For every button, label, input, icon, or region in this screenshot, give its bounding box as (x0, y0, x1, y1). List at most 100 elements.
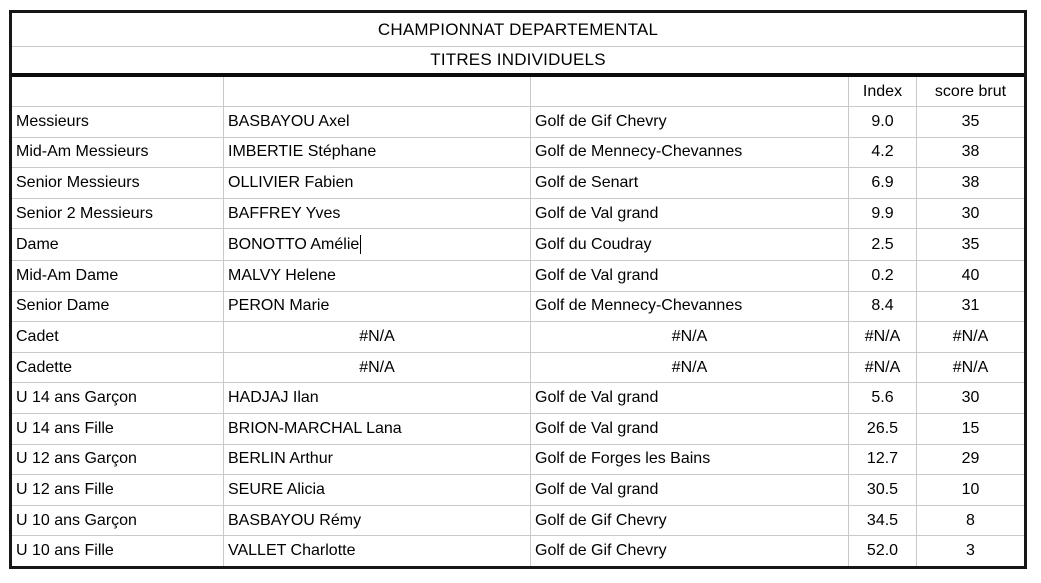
player-cell[interactable]: #N/A (224, 352, 531, 383)
table-row: Mid-Am Dame MALVY Helene Golf de Val gra… (12, 260, 1024, 292)
index-cell[interactable]: #N/A (849, 352, 917, 383)
category-cell[interactable]: Dame (12, 229, 224, 260)
score-brut-cell[interactable]: #N/A (952, 327, 989, 345)
index-cell[interactable]: 9.9 (849, 198, 917, 229)
header-cell-club[interactable] (531, 77, 849, 106)
index-cell[interactable]: 26.5 (849, 413, 917, 444)
category-cell[interactable]: Senior 2 Messieurs (12, 198, 224, 229)
player-cell[interactable]: IMBERTIE Stéphane (224, 137, 531, 168)
category-cell[interactable]: Senior Messieurs (12, 168, 224, 198)
player-cell[interactable]: SEURE Alicia (224, 475, 531, 505)
score-brut-cell[interactable]: 8 (966, 511, 975, 529)
category-cell[interactable]: U 10 ans Garçon (12, 505, 224, 536)
player-cell[interactable]: BASBAYOU Rémy (224, 505, 531, 536)
player-cell[interactable]: OLLIVIER Fabien (224, 168, 531, 198)
index-cell[interactable]: 12.7 (849, 444, 917, 475)
player-cell[interactable]: HADJAJ Ilan (224, 383, 531, 413)
index-cell[interactable]: 0.2 (849, 260, 917, 291)
category-cell[interactable]: U 12 ans Fille (12, 475, 224, 505)
club-cell[interactable]: Golf de Gif Chevry (531, 536, 849, 566)
club-cell[interactable]: Golf de Gif Chevry (531, 505, 849, 536)
score-brut-cell[interactable]: 15 (961, 419, 980, 437)
category-cell[interactable]: U 10 ans Fille (12, 536, 224, 566)
index-cell[interactable]: 52.0 (849, 536, 917, 566)
index-cell[interactable]: 2.5 (849, 229, 917, 260)
club-cell[interactable]: Golf de Val grand (531, 260, 849, 291)
table-row: U 14 ans Garçon HADJAJ Ilan Golf de Val … (12, 383, 1024, 414)
index-cell[interactable]: 30.5 (849, 475, 917, 505)
category-cell[interactable]: Cadette (12, 352, 224, 383)
club-cell[interactable]: #N/A (531, 322, 849, 352)
player-cell[interactable]: PERON Marie (224, 291, 531, 322)
table-row: U 14 ans Fille BRION-MARCHAL Lana Golf d… (12, 413, 1024, 445)
header-row: Index score brut (12, 77, 1024, 107)
club-cell[interactable]: Golf de Val grand (531, 475, 849, 505)
score-brut-cell[interactable]: 10 (961, 480, 980, 498)
category-cell[interactable]: U 14 ans Garçon (12, 383, 224, 413)
table-row: U 12 ans Garçon BERLIN Arthur Golf de Fo… (12, 444, 1024, 476)
club-cell[interactable]: Golf de Forges les Bains (531, 444, 849, 475)
player-cell[interactable]: BONOTTO Amélie (224, 229, 531, 260)
club-cell[interactable]: Golf de Val grand (531, 413, 849, 444)
title-cell-titres-individuels[interactable]: TITRES INDIVIDUELS (12, 47, 1024, 77)
table-row: Senior Dame PERON Marie Golf de Mennecy-… (12, 291, 1024, 323)
score-brut-cell[interactable]: 30 (961, 389, 980, 407)
score-brut-cell[interactable]: 38 (961, 143, 980, 161)
player-cell[interactable]: #N/A (224, 322, 531, 352)
index-cell[interactable]: 4.2 (849, 137, 917, 168)
score-brut-cell[interactable]: 3 (966, 542, 975, 560)
club-cell[interactable]: #N/A (531, 352, 849, 383)
table-row: Messieurs BASBAYOU Axel Golf de Gif Chev… (12, 107, 1024, 138)
score-brut-cell[interactable]: #N/A (952, 358, 989, 376)
score-brut-cell[interactable]: 38 (961, 173, 980, 191)
header-cell-index[interactable]: Index (849, 77, 917, 106)
score-brut-cell[interactable]: 40 (961, 266, 980, 284)
index-cell[interactable]: 5.6 (849, 383, 917, 413)
category-cell[interactable]: U 14 ans Fille (12, 413, 224, 444)
category-cell[interactable]: Cadet (12, 322, 224, 352)
table-row: U 10 ans Fille VALLET Charlotte Golf de … (12, 536, 1024, 566)
player-cell[interactable]: BASBAYOU Axel (224, 107, 531, 137)
player-cell[interactable]: BRION-MARCHAL Lana (224, 413, 531, 444)
title-cell-championnat[interactable]: CHAMPIONNAT DEPARTEMENTAL (12, 13, 1024, 47)
spreadsheet-table: CHAMPIONNAT DEPARTEMENTAL TITRES INDIVID… (9, 10, 1027, 569)
index-cell[interactable]: 8.4 (849, 291, 917, 322)
index-cell[interactable]: 34.5 (849, 505, 917, 536)
score-brut-cell[interactable]: 35 (961, 112, 980, 130)
table-row: U 12 ans Fille SEURE Alicia Golf de Val … (12, 475, 1024, 506)
category-cell[interactable]: Mid-Am Messieurs (12, 137, 224, 168)
index-cell[interactable]: 6.9 (849, 168, 917, 198)
score-brut-cell[interactable]: 29 (961, 450, 980, 468)
table-row: Cadet #N/A #N/A #N/A #N/A (12, 322, 1024, 353)
category-cell[interactable]: U 12 ans Garçon (12, 444, 224, 475)
table-row: Mid-Am Messieurs IMBERTIE Stéphane Golf … (12, 137, 1024, 169)
player-cell[interactable]: BAFFREY Yves (224, 198, 531, 229)
score-brut-cell[interactable]: 30 (961, 204, 980, 222)
club-cell[interactable]: Golf de Val grand (531, 383, 849, 413)
score-brut-cell[interactable]: 31 (961, 297, 980, 315)
table-row: Senior 2 Messieurs BAFFREY Yves Golf de … (12, 198, 1024, 230)
club-cell[interactable]: Golf de Senart (531, 168, 849, 198)
category-cell[interactable]: Mid-Am Dame (12, 260, 224, 291)
player-cell[interactable]: BERLIN Arthur (224, 444, 531, 475)
header-cell-player[interactable] (224, 77, 531, 106)
player-cell[interactable]: VALLET Charlotte (224, 536, 531, 566)
club-cell[interactable]: Golf de Val grand (531, 198, 849, 229)
table-row: Senior Messieurs OLLIVIER Fabien Golf de… (12, 168, 1024, 199)
table-row: U 10 ans Garçon BASBAYOU Rémy Golf de Gi… (12, 505, 1024, 537)
club-cell[interactable]: Golf de Mennecy-Chevannes (531, 291, 849, 322)
player-cell[interactable]: MALVY Helene (224, 260, 531, 291)
table-row: Cadette #N/A #N/A #N/A #N/A (12, 352, 1024, 384)
index-cell[interactable]: 9.0 (849, 107, 917, 137)
index-cell[interactable]: #N/A (849, 322, 917, 352)
table-row: Dame BONOTTO Amélie Golf du Coudray 2.5 … (12, 229, 1024, 261)
category-cell[interactable]: Senior Dame (12, 291, 224, 322)
club-cell[interactable]: Golf du Coudray (531, 229, 849, 260)
text-cursor (360, 235, 362, 255)
category-cell[interactable]: Messieurs (12, 107, 224, 137)
club-cell[interactable]: Golf de Gif Chevry (531, 107, 849, 137)
club-cell[interactable]: Golf de Mennecy-Chevannes (531, 137, 849, 168)
header-cell-category[interactable] (12, 77, 224, 106)
score-brut-cell[interactable]: 35 (961, 235, 980, 253)
header-cell-score-brut[interactable]: score brut (934, 82, 1007, 100)
